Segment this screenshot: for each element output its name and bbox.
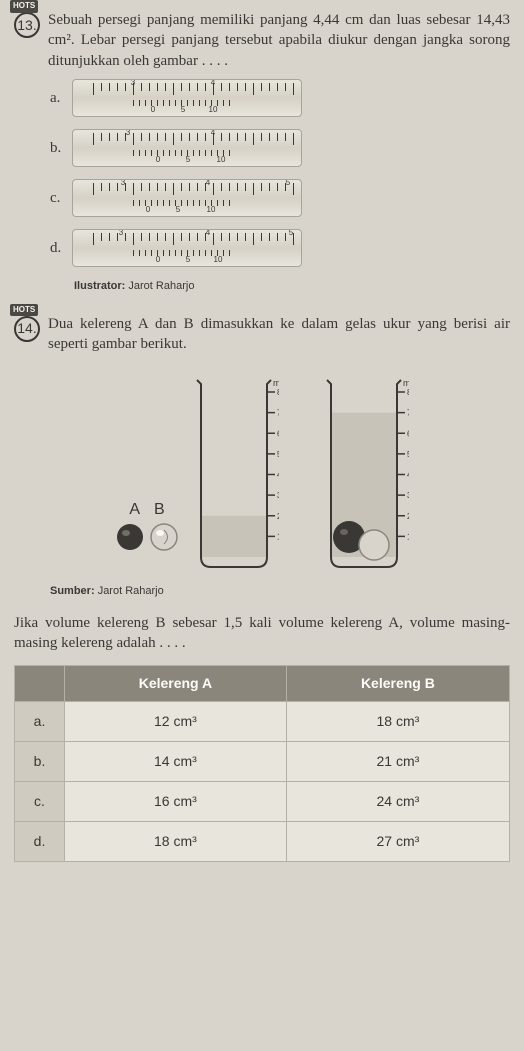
- illustrator-name: Jarot Raharjo: [128, 280, 194, 292]
- svg-text:60: 60: [407, 429, 409, 438]
- ruler-b: 340510: [72, 129, 302, 167]
- svg-text:10: 10: [277, 532, 279, 541]
- svg-text:70: 70: [277, 409, 279, 418]
- svg-text:20: 20: [277, 512, 279, 521]
- row-label: a.: [15, 702, 65, 742]
- question-number: 14.: [14, 316, 40, 342]
- cell-b: 21 cm³: [286, 742, 509, 782]
- question-13-options: a. 340510 b. 340510 c. 3450510 d. 345051…: [50, 79, 510, 267]
- cell-b: 27 cm³: [286, 822, 509, 862]
- row-label: b.: [15, 742, 65, 782]
- option-d: d. 3450510: [50, 229, 510, 267]
- svg-text:40: 40: [407, 471, 409, 480]
- cell-a: 18 cm³: [65, 822, 287, 862]
- svg-text:30: 30: [407, 491, 409, 500]
- beaker-left-group: A B 8070605: [115, 372, 279, 572]
- option-label: d.: [50, 238, 72, 258]
- table-header-row: Kelereng A Kelereng B: [15, 666, 510, 702]
- table-header-a: Kelereng A: [65, 666, 287, 702]
- option-c: c. 3450510: [50, 179, 510, 217]
- source-credit: Sumber: Jarot Raharjo: [50, 584, 510, 599]
- marble-b-icon: [149, 522, 179, 552]
- marbles-outside: A B: [115, 499, 179, 553]
- question-number-wrap: HOTS 13.: [14, 12, 40, 38]
- cell-b: 18 cm³: [286, 702, 509, 742]
- ruler-d: 3450510: [72, 229, 302, 267]
- hots-badge: HOTS: [10, 0, 38, 13]
- table-body: a. 12 cm³ 18 cm³ b. 14 cm³ 21 cm³ c. 16 …: [15, 702, 510, 862]
- cell-a: 14 cm³: [65, 742, 287, 782]
- source-name: Jarot Raharjo: [98, 585, 164, 597]
- source-label: Sumber:: [50, 585, 95, 597]
- cell-b: 24 cm³: [286, 782, 509, 822]
- ruler-c: 3450510: [72, 179, 302, 217]
- option-label: b.: [50, 138, 72, 158]
- table-row: d. 18 cm³ 27 cm³: [15, 822, 510, 862]
- svg-text:80: 80: [407, 388, 409, 397]
- question-number: 13.: [14, 12, 40, 38]
- marble-row: [115, 522, 179, 552]
- table-header-b: Kelereng B: [286, 666, 509, 702]
- marble-labels: A B: [129, 499, 164, 521]
- svg-text:70: 70: [407, 409, 409, 418]
- marble-a-icon: [115, 522, 145, 552]
- svg-text:30: 30: [277, 491, 279, 500]
- table-row: a. 12 cm³ 18 cm³: [15, 702, 510, 742]
- question-13-header: HOTS 13. Sebuah persegi panjang memiliki…: [14, 10, 510, 71]
- svg-text:80: 80: [277, 388, 279, 397]
- question-14: HOTS 14. Dua kelereng A dan B dimasukkan…: [14, 314, 510, 862]
- beaker-left: 80 70 60 50 40 30 20 10 mL: [189, 372, 279, 572]
- option-b: b. 340510: [50, 129, 510, 167]
- option-label: c.: [50, 188, 72, 208]
- beakers-figure: A B 8070605: [14, 372, 510, 572]
- option-a: a. 340510: [50, 79, 510, 117]
- table-row: c. 16 cm³ 24 cm³: [15, 782, 510, 822]
- question-number-wrap: HOTS 14.: [14, 316, 40, 342]
- question-13-text: Sebuah persegi panjang memiliki panjang …: [48, 10, 510, 71]
- question-13: HOTS 13. Sebuah persegi panjang memiliki…: [14, 10, 510, 294]
- illustrator-label: Ilustrator:: [74, 280, 125, 292]
- cell-a: 12 cm³: [65, 702, 287, 742]
- cell-a: 16 cm³: [65, 782, 287, 822]
- svg-text:60: 60: [277, 429, 279, 438]
- svg-text:mL: mL: [403, 378, 409, 388]
- option-label: a.: [50, 88, 72, 108]
- svg-text:50: 50: [407, 450, 409, 459]
- row-label: d.: [15, 822, 65, 862]
- marble-label-b: B: [154, 499, 165, 521]
- answer-table: Kelereng A Kelereng B a. 12 cm³ 18 cm³ b…: [14, 665, 510, 861]
- ruler-a: 340510: [72, 79, 302, 117]
- question-14-header: HOTS 14. Dua kelereng A dan B dimasukkan…: [14, 314, 510, 355]
- hots-badge: HOTS: [10, 304, 38, 317]
- table-row: b. 14 cm³ 21 cm³: [15, 742, 510, 782]
- question-14-followup: Jika volume kelereng B sebesar 1,5 kali …: [14, 613, 510, 654]
- beaker-right: 80 70 60 50 40 30 20 10 mL: [319, 372, 409, 572]
- row-label: c.: [15, 782, 65, 822]
- svg-text:50: 50: [277, 450, 279, 459]
- svg-text:mL: mL: [273, 378, 279, 388]
- svg-text:20: 20: [407, 512, 409, 521]
- marble-label-a: A: [129, 499, 140, 521]
- svg-text:40: 40: [277, 471, 279, 480]
- svg-text:10: 10: [407, 532, 409, 541]
- illustrator-credit: Ilustrator: Jarot Raharjo: [74, 279, 510, 294]
- table-header-blank: [15, 666, 65, 702]
- question-14-text: Dua kelereng A dan B dimasukkan ke dalam…: [48, 314, 510, 355]
